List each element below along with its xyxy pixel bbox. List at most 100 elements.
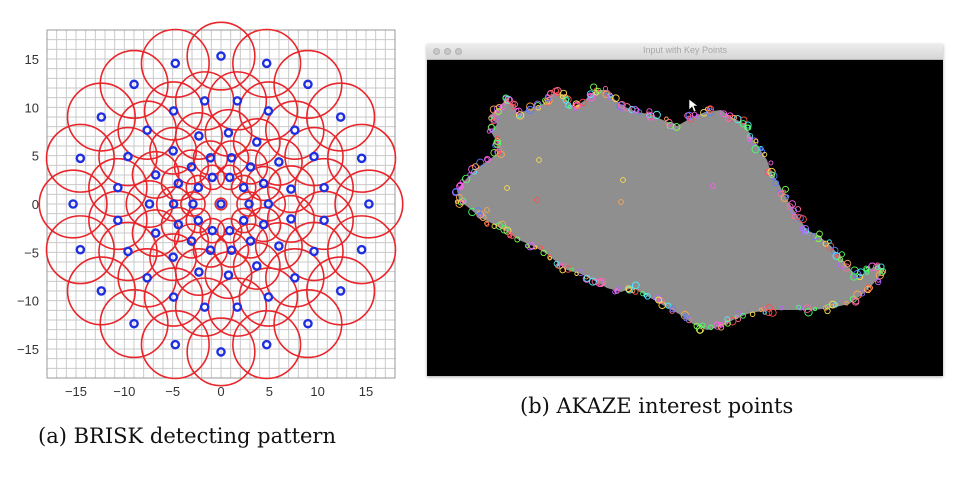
sampling-circle [265,100,325,160]
sampling-point [96,286,107,296]
key-point [544,99,551,106]
key-point [616,285,621,291]
key-point [620,177,626,183]
key-point [579,98,587,107]
sampling-circle [238,267,299,327]
key-point [587,92,593,98]
x-tick-label: 10 [310,384,324,399]
key-point [786,203,794,210]
key-point [796,304,802,310]
key-point [509,233,515,239]
sampling-circle [266,165,315,214]
key-point [646,112,655,121]
sampling-circle [230,207,257,234]
key-point [707,105,713,112]
axes-frame [46,29,396,379]
key-point [772,179,780,187]
sampling-circle [214,197,228,211]
key-point [595,87,602,94]
key-point [504,95,513,104]
sampling-circle [99,289,169,359]
sampling-circle [140,28,210,98]
minimize-window-button[interactable] [444,48,451,55]
x-tick-label: 5 [266,384,273,399]
sampling-point [223,270,234,280]
key-point [504,185,510,191]
key-point [828,300,837,309]
key-point [683,313,690,320]
key-point [494,108,502,116]
sampling-circle [327,123,397,193]
sampling-circle [306,256,376,326]
sampling-circle [98,126,158,187]
key-point [496,146,502,153]
brisk-chart: −15 −10 −5 0 5 10 15 15 10 5 0 −5 −10 −15 [17,21,404,399]
sampling-circle [238,81,299,141]
tick-labels: −15 −10 −5 0 5 10 15 15 10 5 0 −5 −10 −15 [17,52,373,399]
key-point [527,241,535,250]
key-point [590,83,598,91]
key-point [499,103,507,110]
sampling-circle [216,164,243,191]
sampling-circle [273,49,343,119]
sampling-point [309,246,319,257]
sampling-point [173,178,184,189]
key-point [744,121,752,129]
key-point [781,189,787,195]
sampling-circle [45,123,115,193]
key-point [618,101,626,109]
grid [46,29,396,379]
maximize-window-button[interactable] [455,48,462,55]
key-point [857,268,865,277]
key-point [706,105,715,114]
sampling-point [193,215,204,226]
sampling-point [226,245,237,255]
key-point [739,120,747,128]
key-point [872,263,881,272]
sampling-circle [185,207,212,234]
key-point [768,308,777,317]
sampling-point [216,199,226,209]
sampling-circle [232,149,269,185]
key-point [612,289,618,295]
key-point [785,194,790,199]
key-point [618,199,624,205]
key-point [491,223,497,229]
x-tick-label: −5 [165,384,180,399]
key-point [607,93,615,101]
key-point [602,90,610,98]
key-point [797,304,804,311]
sampling-circle [273,289,343,359]
key-point [739,116,748,124]
key-point [564,265,572,273]
key-point [569,267,574,272]
key-point [864,284,872,293]
sampling-circle [125,180,174,229]
sampling-circle [216,217,243,244]
key-point [803,304,812,313]
key-point [724,316,731,323]
sampling-point [205,153,216,163]
key-point [553,260,560,267]
sampling-point [290,125,300,135]
sampling-point [216,347,226,357]
key-point [768,160,774,166]
key-point [868,262,877,272]
key-point [816,230,823,238]
key-point [842,263,851,272]
key-point [567,104,573,109]
sampling-point [286,214,296,224]
key-point [565,102,572,109]
sampling-point [168,292,179,302]
key-point [700,108,708,117]
key-point [878,263,885,270]
key-point [713,321,722,330]
sampling-point [232,96,243,106]
key-point [514,236,521,243]
key-point [611,94,620,103]
close-window-button[interactable] [433,48,440,55]
akaze-image [451,83,887,334]
key-point [669,305,676,313]
sampling-point [335,112,346,122]
key-point [812,307,818,312]
